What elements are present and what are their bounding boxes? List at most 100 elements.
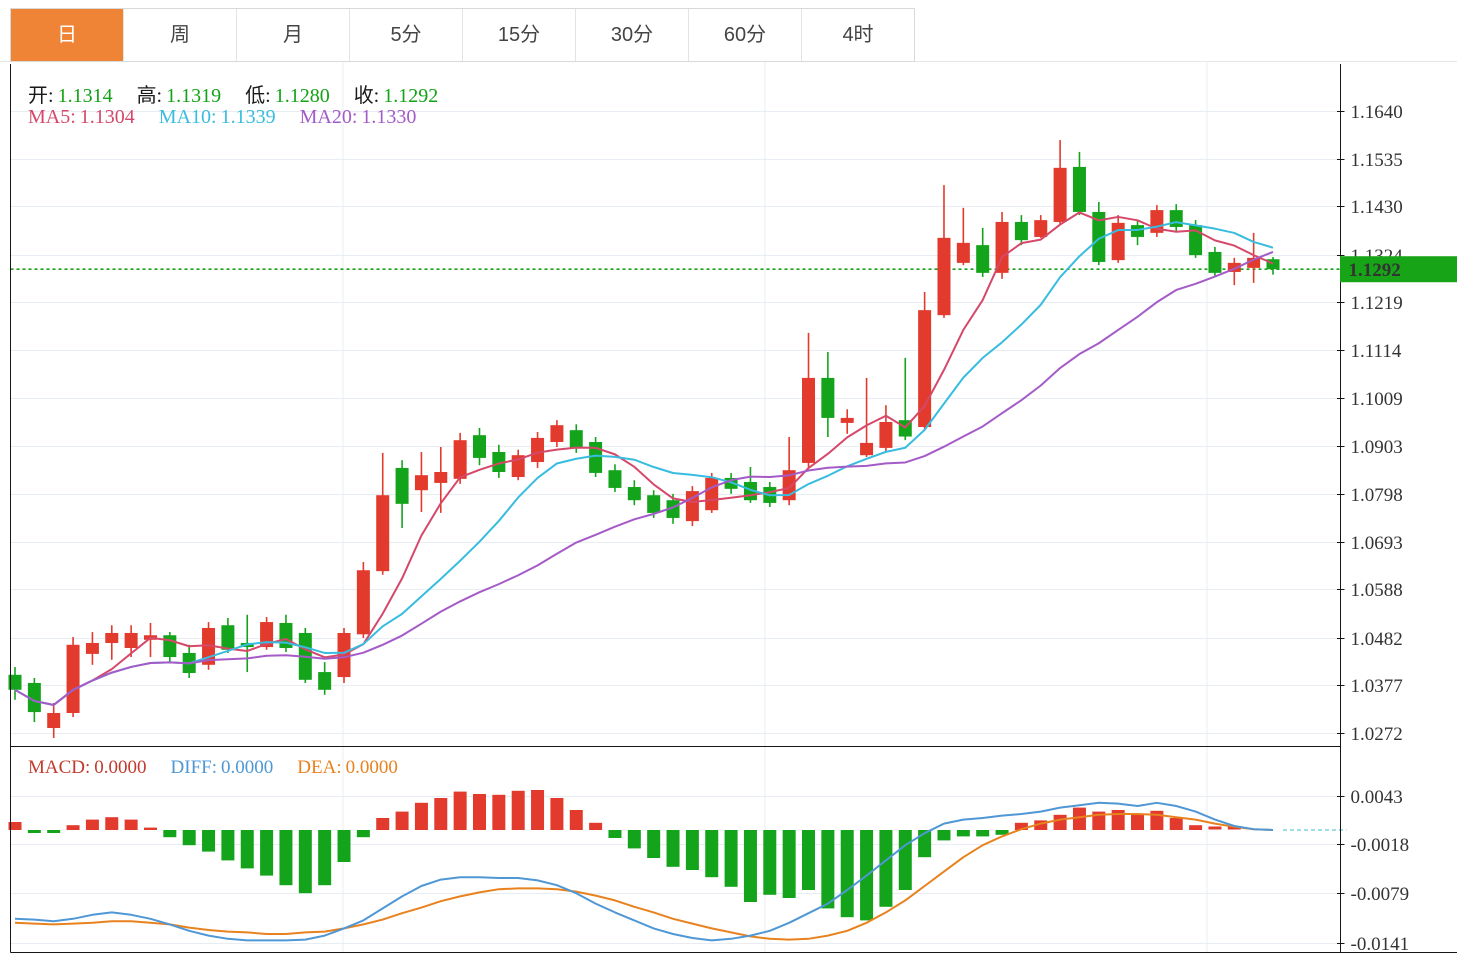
macd-bar [1034,820,1048,830]
macd-bar [956,830,970,837]
macd-axis-label: -0.0018 [1351,835,1410,856]
candle-down [976,245,990,273]
candle-up [1247,257,1261,268]
tab-0[interactable]: 日 [11,9,124,61]
macd-diff-legend: DIFF: 0.0000 [171,757,274,778]
candle-up [918,310,932,428]
tab-6[interactable]: 60分 [689,9,802,61]
price-axis-label: 1.1219 [1351,293,1403,314]
ma5-line [14,211,1274,706]
candle-up [1034,220,1048,237]
macd-bar [279,830,293,886]
macd-bar [163,830,177,838]
price-axis-label: 1.1640 [1351,102,1403,123]
candle-down [608,470,622,488]
ohlc-low: 低: 1.1280 [245,85,330,107]
ma5-value: 1.1304 [79,106,135,128]
macd-bar [608,830,622,838]
macd-bar [453,791,467,830]
macd-bar [1131,814,1145,830]
candle-up [956,242,970,263]
tab-5[interactable]: 30分 [576,9,689,61]
macd-bar [1014,822,1028,830]
macd-bar [376,818,390,830]
macd-bar [434,798,448,830]
macd-bar [202,830,216,852]
diff-value: 0.0000 [221,757,274,778]
tab-7[interactable]: 4时 [842,24,874,46]
candle-down [27,682,41,713]
macd-bar [1169,818,1183,830]
candle-up [260,622,274,648]
macd-bar [685,830,699,870]
price-axis-label: 1.0903 [1351,437,1403,458]
ma20-line [14,251,1274,706]
macd-bar [47,830,61,833]
timeframe-tabbar: 日周月 5分 15分 30分 60分 4时 [10,8,915,62]
candle-up [937,237,951,316]
macd-bar [182,830,196,846]
candle-down [8,674,22,690]
candle-up [1053,167,1067,222]
macd-bar [898,830,912,890]
ma10-line [14,221,1274,706]
ohlc-high: 高: 1.1319 [137,85,222,107]
ma10-value: 1.1339 [220,106,276,128]
candles-group [8,140,1280,739]
macd-bar [995,830,1009,835]
candle-up [124,632,138,648]
ma5-legend: MA5: 1.1304 [28,106,135,128]
candle-up [47,712,61,728]
macd-bar [879,830,893,907]
diff-label: DIFF: [170,757,218,778]
macd-bar [666,830,680,867]
close-value: 1.1292 [383,85,439,107]
macd-bar [260,830,274,876]
macd-bar [221,830,235,861]
diff-line [14,801,1274,942]
candle-down [589,442,603,473]
macd-bar [492,794,506,830]
low-label: 低: [245,85,271,107]
ohlc-open: 开: 1.1314 [28,85,113,107]
candle-up [705,477,719,511]
macd-bar [240,830,254,869]
macd-bar [782,830,796,898]
candle-up [802,377,816,463]
candle-down [1072,166,1086,212]
candle-down [163,635,177,658]
macd-bar [337,830,351,862]
macd-bar [802,830,816,890]
candle-up [1227,262,1241,272]
dea-value: 0.0000 [345,757,398,778]
candle-up [356,570,370,635]
price-axis-label: 1.1009 [1351,389,1403,410]
macd-bar [705,830,719,878]
candle-down [1092,211,1106,262]
tab-1[interactable]: 周 [124,9,237,61]
low-value: 1.1280 [274,85,330,107]
ma5-label: MA5: [28,106,76,128]
macd-bar [1189,825,1203,830]
macd-label: MACD: [28,757,91,778]
candle-up [840,417,854,423]
candle-up [550,425,564,443]
dea-label: DEA: [297,757,342,778]
tab-2[interactable]: 月 [237,9,350,61]
high-label: 高: [136,85,163,107]
candle-up [1111,222,1125,261]
current-price-label [1340,256,1457,283]
macd-bar [724,830,738,887]
candle-down [1131,225,1145,237]
macd-bar [840,830,854,918]
tab-4[interactable]: 15分 [463,9,576,61]
candle-down [1208,251,1222,273]
macd-bar [531,790,545,830]
price-axis-label: 1.0798 [1351,485,1403,506]
candle-up [105,632,119,643]
price-axis-label: 1.1114 [1351,341,1402,362]
macd-bar [550,798,564,830]
tab-3[interactable]: 5分 [350,9,463,61]
ohlc-legend: 开: 1.1314 高: 1.1319 低: 1.1280 收: 1.1292 [28,79,462,108]
